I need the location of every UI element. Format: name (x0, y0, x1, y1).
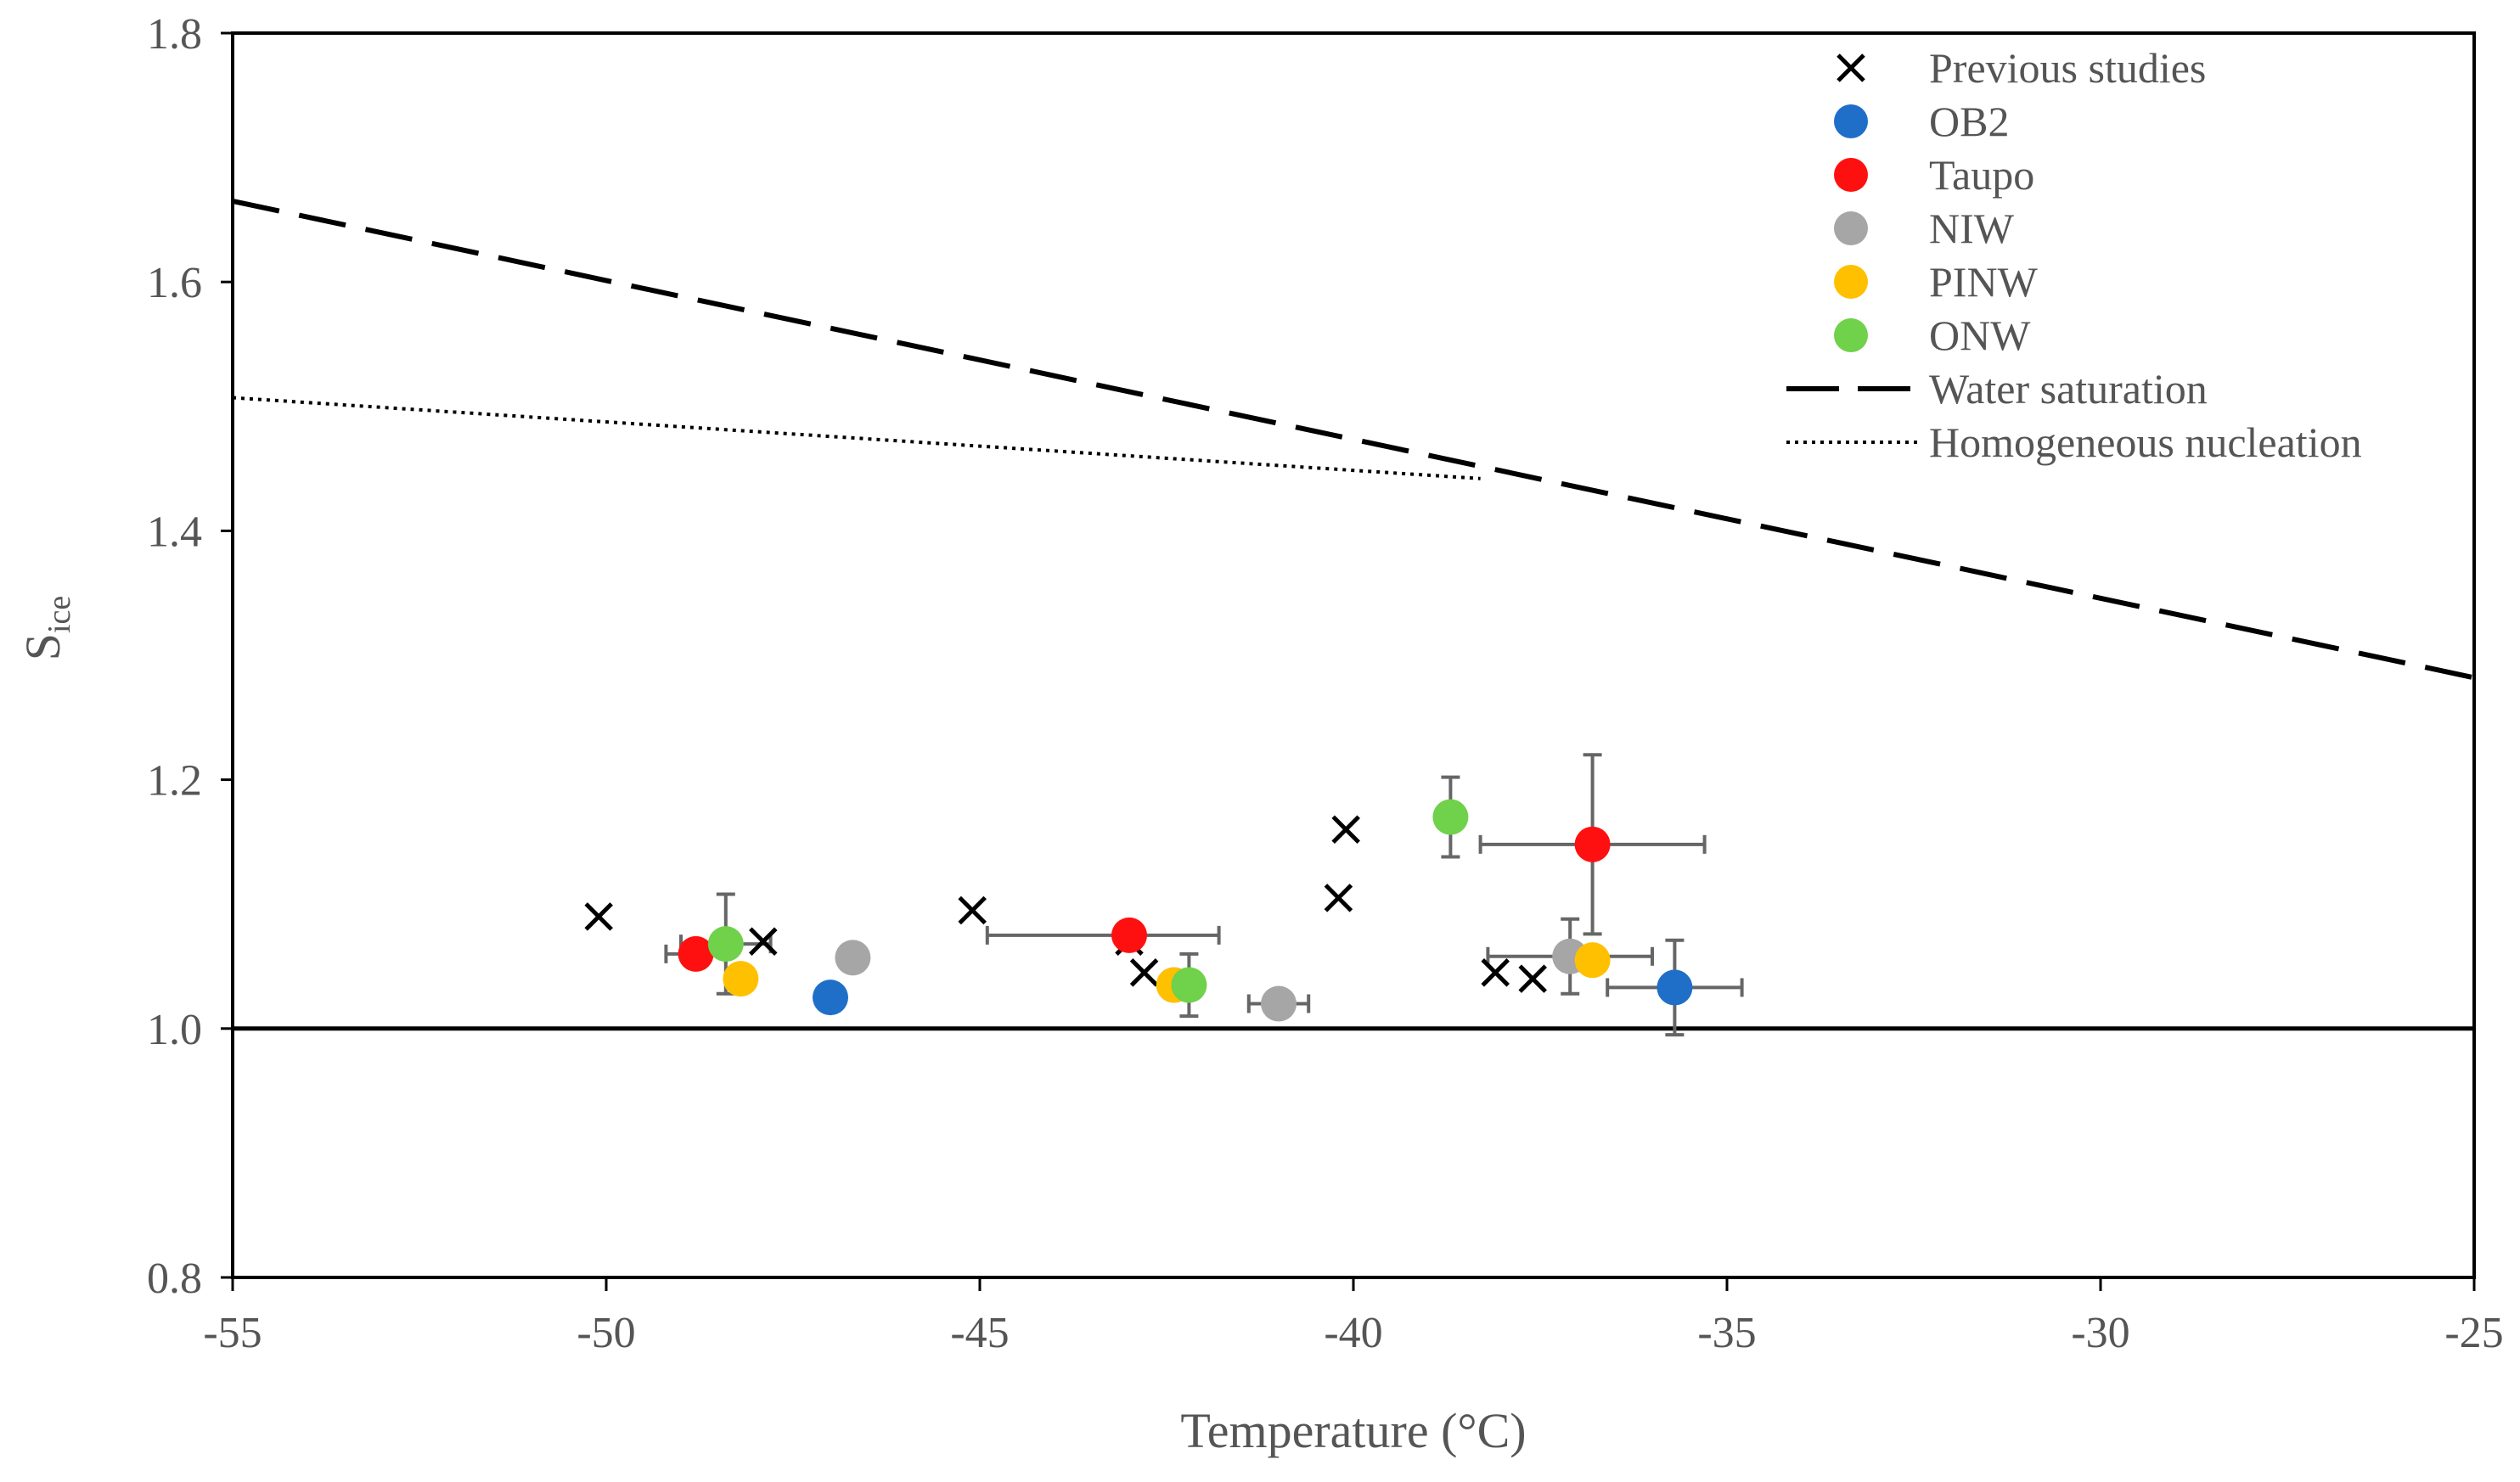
y-axis-ticks: 0.8 1.0 1.2 1.4 1.6 1.8 (147, 10, 233, 1303)
legend: Previous studies OB2 Taupo NIW PINW ONW Water … (1786, 44, 2362, 466)
taupo-point (1574, 826, 1611, 862)
y-axis-title-subscript: ice (42, 596, 77, 633)
y-tick-label: 1.6 (147, 259, 202, 307)
homogeneous-nucleation-line (232, 396, 1481, 480)
x-tick-label: -50 (577, 1309, 635, 1357)
legend-item-previous-studies: Previous studies (1837, 44, 2206, 92)
taupo-point (1111, 917, 1147, 953)
x-tick-label: -35 (1697, 1309, 1756, 1357)
x-marker-stroke (1331, 815, 1360, 845)
legend-item-water-saturation: Water saturation (1786, 365, 2208, 413)
legend-label: Taupo (1929, 151, 2034, 199)
legend-label: Previous studies (1929, 44, 2206, 92)
legend-marker (1834, 211, 1868, 245)
legend-label: ONW (1929, 312, 2031, 359)
x-marker-stroke (749, 927, 778, 956)
x-axis-title: Temperature (°C) (1180, 1403, 1526, 1458)
legend-marker (1834, 104, 1868, 138)
pinw-point (723, 961, 759, 997)
x-marker-stroke (1518, 964, 1547, 993)
previous-studies-point (1324, 884, 1353, 912)
legend-item-niw: NIW (1834, 205, 2015, 252)
x-marker-stroke (958, 895, 987, 925)
onw-point (1432, 799, 1469, 835)
x-tick-label: -55 (203, 1309, 262, 1357)
y-tick-label: 1.8 (147, 10, 202, 59)
legend-item-onw: ONW (1834, 312, 2031, 359)
legend-item-pinw: PINW (1834, 258, 2039, 306)
legend-marker (1834, 265, 1868, 299)
ob2-point (813, 980, 848, 1016)
taupo-point (678, 935, 714, 972)
niw-point (1261, 985, 1297, 1022)
legend-label: Homogeneous nucleation (1929, 418, 2362, 466)
x-tick-label: -30 (2071, 1309, 2129, 1357)
data-points (584, 799, 1693, 1022)
ob2-point (1657, 969, 1693, 1006)
y-tick-label: 1.2 (147, 757, 202, 806)
legend-label: PINW (1929, 258, 2039, 306)
previous-studies-point (958, 895, 987, 925)
x-tick-label: -25 (2444, 1309, 2503, 1357)
legend-item-ob2: OB2 (1834, 98, 2009, 145)
x-tick-label: -40 (1324, 1309, 1382, 1357)
y-tick-label: 1.4 (147, 508, 202, 556)
legend-marker (1834, 318, 1868, 352)
x-tick-label: -45 (950, 1309, 1009, 1357)
pinw-point (1574, 942, 1611, 979)
legend-label: NIW (1929, 205, 2015, 252)
reference-lines (232, 198, 2475, 1031)
onw-point (707, 926, 744, 963)
previous-studies-point (1129, 958, 1159, 987)
niw-point (835, 940, 871, 976)
water-saturation-line (232, 198, 2475, 681)
x-axis-ticks: -55 -50 -45 -40 -35 -30 -25 (203, 1277, 2504, 1357)
x-marker-stroke (1837, 53, 1865, 82)
x-marker-stroke (1324, 884, 1353, 912)
legend-label: OB2 (1929, 98, 2009, 145)
legend-marker (1834, 158, 1868, 192)
x-marker-stroke (584, 902, 613, 931)
y-tick-label: 1.0 (147, 1006, 202, 1054)
y-tick-label: 0.8 (147, 1255, 202, 1303)
previous-studies-point (1518, 964, 1547, 993)
legend-marker (1837, 53, 1865, 82)
previous-studies-point (1331, 815, 1360, 845)
onw-point (1171, 967, 1207, 1003)
previous-studies-point (749, 927, 778, 956)
x-marker-stroke (1481, 958, 1510, 987)
legend-item-taupo: Taupo (1834, 151, 2034, 199)
legend-item-homogeneous-nucleation: Homogeneous nucleation (1786, 418, 2362, 466)
legend-label: Water saturation (1929, 365, 2208, 413)
previous-studies-point (584, 902, 613, 931)
y-axis-title-main: S (15, 633, 70, 660)
x-marker-stroke (1129, 958, 1159, 987)
plot-frame (231, 31, 2476, 1279)
previous-studies-point (1481, 958, 1510, 987)
y-axis-title: Sice (15, 596, 77, 661)
